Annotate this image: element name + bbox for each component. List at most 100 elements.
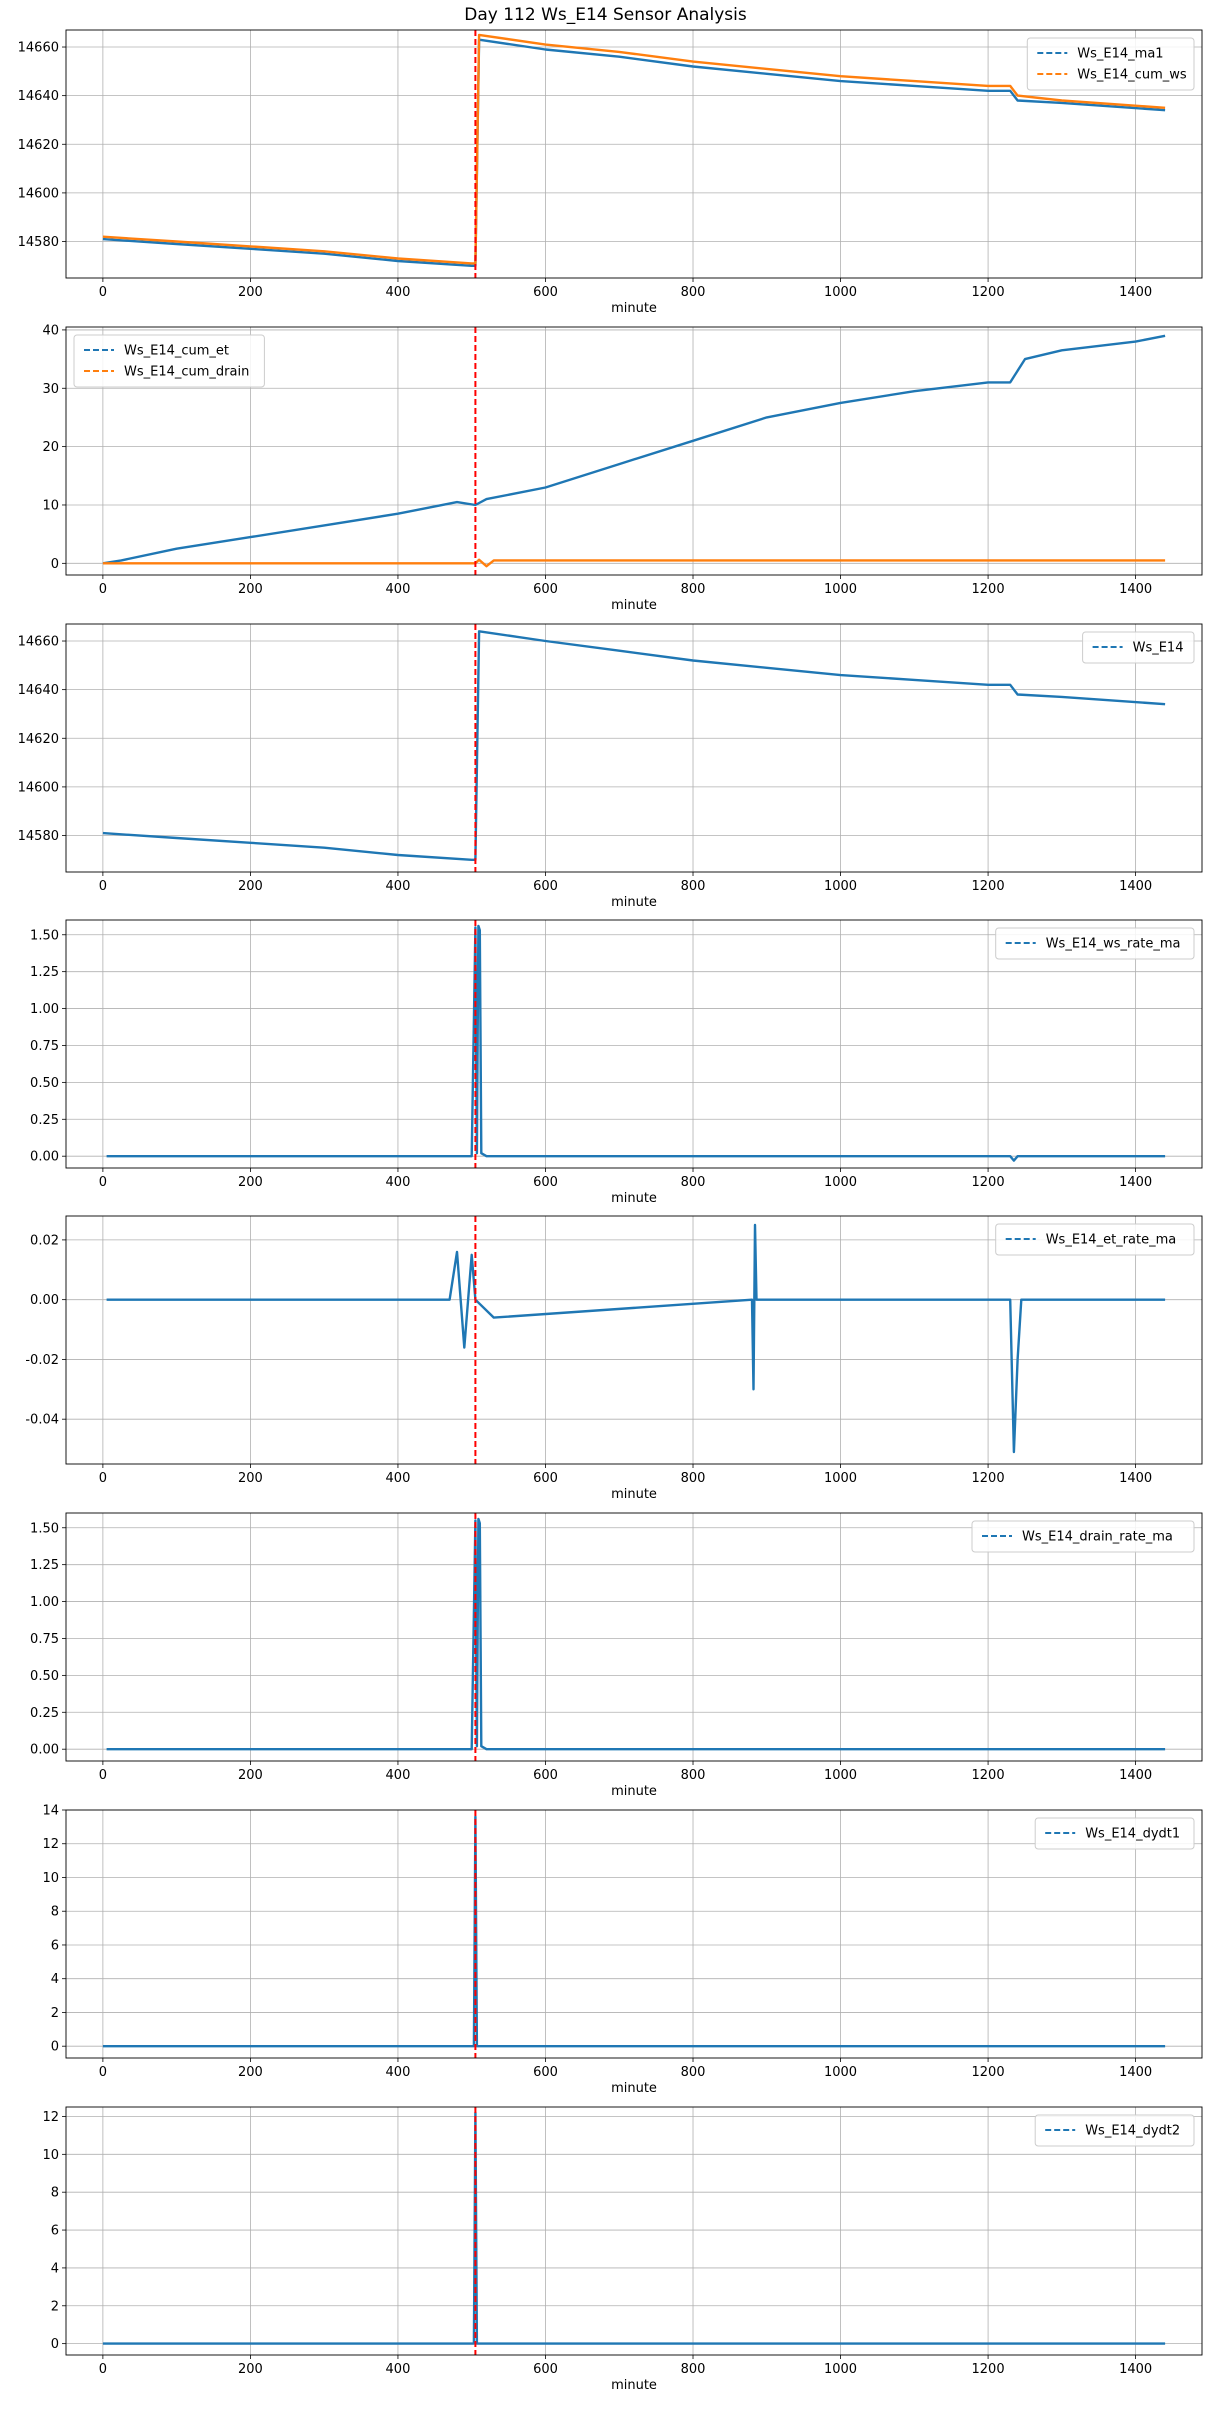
- series-line-ws-e14: [102, 630, 1166, 861]
- x-tick-label: 600: [533, 1471, 558, 1486]
- plot-area: [102, 2107, 1166, 2355]
- series-line-ws-e14-dydt1: [102, 1815, 1166, 2048]
- x-tick-label: 0: [99, 1768, 107, 1783]
- x-tick-label: 1000: [824, 1175, 857, 1190]
- y-tick-label: 6: [51, 1938, 59, 1953]
- subplot-7: 0 200 400 600 800 1000 1200 1400 0 2 4 6 8 10 12 14 minu…: [42, 1804, 1203, 2096]
- legend-box: [1034, 1817, 1195, 1850]
- axes-frame: [65, 326, 1203, 576]
- x-tick-label: 1000: [824, 1768, 857, 1783]
- legend-label: Ws_E14_ma1: [1077, 47, 1163, 62]
- legend-box: [995, 1223, 1195, 1256]
- x-tick-label: 0: [99, 2362, 107, 2377]
- x-tick-label: 600: [533, 2065, 558, 2080]
- y-tick-label: 0.25: [30, 1113, 59, 1128]
- y-tick-label: 14580: [18, 829, 59, 844]
- axes-frame: [65, 29, 1203, 279]
- y-tick-label: 14640: [18, 683, 59, 698]
- x-tick-label: 800: [681, 2362, 706, 2377]
- y-tick-label: 0: [51, 2337, 59, 2352]
- x-tick-label: 1400: [1119, 879, 1152, 894]
- legend-label: Ws_E14_ws_rate_ma: [1046, 937, 1181, 952]
- x-axis-label: minute: [611, 1487, 657, 1502]
- series-line-ws-e14-cum-ws: [102, 33, 1166, 265]
- plot-area: [102, 624, 1166, 872]
- x-tick-label: 1400: [1119, 1175, 1152, 1190]
- legend-box: [1034, 2114, 1195, 2147]
- y-tick-label: 4: [51, 1972, 59, 1987]
- x-tick-label: 800: [681, 582, 706, 597]
- y-tick-label: 14640: [18, 89, 59, 104]
- x-tick-label: 200: [238, 1175, 263, 1190]
- subplot-2: 0 200 400 600 800 1000 1200 1400 0 10 20 30 40 minute…: [42, 323, 1203, 613]
- x-tick-label: 1200: [972, 2065, 1005, 2080]
- x-tick-label: 1400: [1119, 2362, 1152, 2377]
- x-tick-label: 200: [238, 879, 263, 894]
- x-tick-label: 400: [386, 2065, 411, 2080]
- x-axis-label: minute: [611, 1784, 657, 1799]
- x-tick-label: 1000: [824, 2065, 857, 2080]
- y-tick-label: 1.25: [30, 965, 59, 980]
- plot-area: [102, 30, 1166, 278]
- y-tick-label: 0: [51, 557, 59, 572]
- y-tick-label: 14620: [18, 138, 59, 153]
- plot-area: [106, 920, 1166, 1168]
- y-tick-label: 30: [42, 382, 59, 397]
- y-tick-label: 40: [42, 323, 59, 338]
- x-tick-label: 800: [681, 2065, 706, 2080]
- x-tick-label: 400: [386, 2362, 411, 2377]
- x-axis-label: minute: [611, 2378, 657, 2393]
- y-tick-label: 1.00: [30, 1595, 59, 1610]
- x-tick-label: 400: [386, 1768, 411, 1783]
- y-tick-label: 0.00: [30, 1150, 59, 1165]
- legend: Ws_E14_ma1 Ws_E14_cum_ws: [1026, 37, 1195, 91]
- plot-area: [102, 327, 1166, 575]
- y-tick-label: 1.25: [30, 1558, 59, 1573]
- x-tick-label: 600: [533, 1768, 558, 1783]
- y-tick-label: 0.75: [30, 1039, 59, 1054]
- x-tick-label: 1200: [972, 879, 1005, 894]
- legend: Ws_E14_ws_rate_ma: [995, 927, 1195, 960]
- y-tick-label: -0.04: [25, 1413, 59, 1428]
- x-tick-label: 1200: [972, 285, 1005, 300]
- x-axis-label: minute: [611, 2081, 657, 2096]
- x-tick-label: 0: [99, 582, 107, 597]
- x-axis-label: minute: [611, 1191, 657, 1206]
- x-tick-label: 600: [533, 1175, 558, 1190]
- plot-area: [102, 1810, 1166, 2058]
- y-tick-label: 10: [42, 2148, 59, 2163]
- y-tick-label: 0.50: [30, 1669, 59, 1684]
- axes-frame: [65, 1809, 1203, 2059]
- series-line-ws-e14-ma1: [102, 38, 1166, 267]
- axes-frame: [65, 2106, 1203, 2356]
- x-tick-label: 200: [238, 2362, 263, 2377]
- x-tick-label: 200: [238, 2065, 263, 2080]
- y-tick-label: 1.50: [30, 928, 59, 943]
- y-tick-label: 0.02: [30, 1233, 59, 1248]
- y-tick-label: 14620: [18, 732, 59, 747]
- x-tick-label: 800: [681, 285, 706, 300]
- y-tick-label: 14660: [18, 41, 59, 56]
- legend-label: Ws_E14: [1133, 641, 1184, 656]
- x-tick-label: 800: [681, 1768, 706, 1783]
- legend-label: Ws_E14_cum_ws: [1077, 68, 1187, 83]
- y-tick-label: 12: [42, 2110, 59, 2125]
- x-tick-label: 0: [99, 1175, 107, 1190]
- subplot-8: 0 200 400 600 800 1000 1200 1400 0 2 4 6 8 10 12 minute…: [42, 2106, 1203, 2393]
- legend: Ws_E14_dydt1: [1034, 1817, 1195, 1850]
- figure-title: Day 112 Ws_E14 Sensor Analysis: [464, 5, 747, 25]
- legend-label: Ws_E14_cum_drain: [124, 365, 249, 380]
- y-tick-label: 8: [51, 2186, 59, 2201]
- y-tick-label: 12: [42, 1837, 59, 1852]
- x-axis-label: minute: [611, 895, 657, 910]
- legend: Ws_E14_et_rate_ma: [995, 1223, 1195, 1256]
- x-tick-label: 800: [681, 1471, 706, 1486]
- y-tick-label: 1.50: [30, 1521, 59, 1536]
- x-tick-label: 1000: [824, 582, 857, 597]
- subplot-4: 0 200 400 600 800 1000 1200 1400 0.00 0.25 0.50 0.7…: [30, 919, 1203, 1206]
- series-line-ws-e14-drain-rate-ma: [106, 1517, 1166, 1751]
- y-tick-label: 0.00: [30, 1293, 59, 1308]
- y-tick-label: 10: [42, 498, 59, 513]
- x-tick-label: 1200: [972, 2362, 1005, 2377]
- y-tick-label: 0.00: [30, 1743, 59, 1758]
